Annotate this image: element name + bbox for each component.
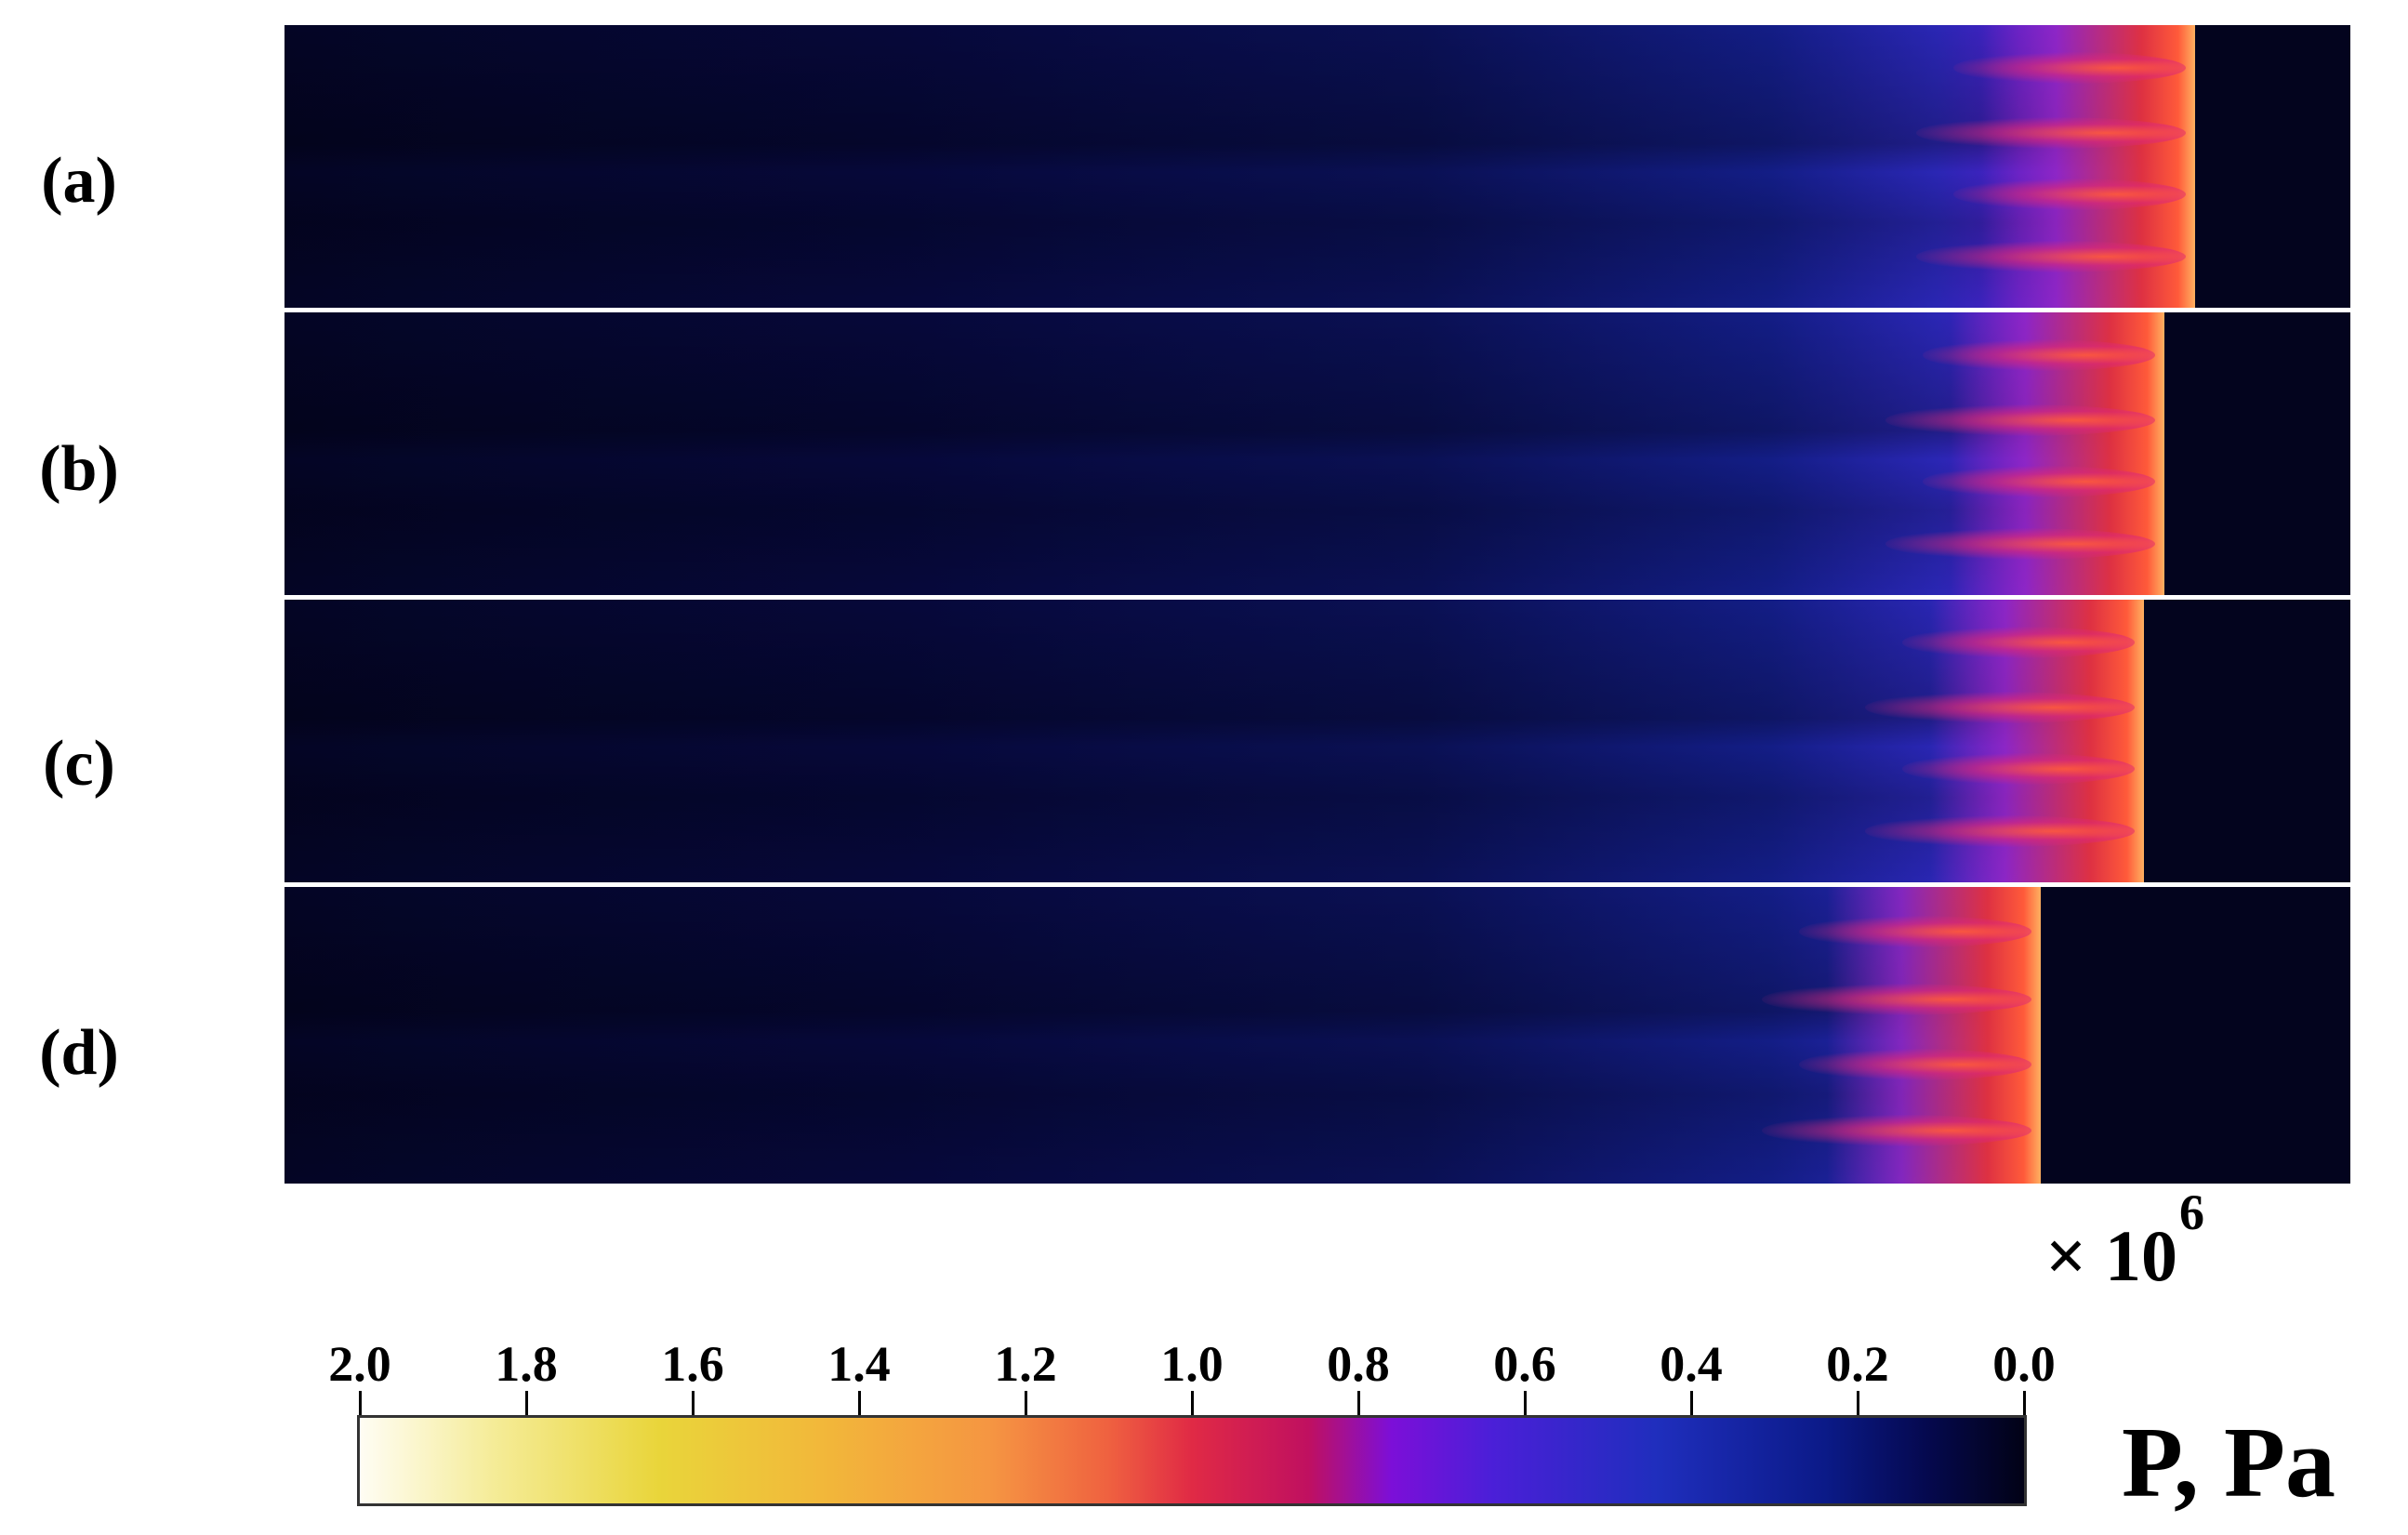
panel-b	[284, 312, 2350, 595]
panel-separator	[284, 882, 2350, 887]
colorbar-tick	[1689, 1391, 1693, 1415]
colorbar-tick-label: 1.8	[495, 1336, 558, 1392]
unburnt-region	[2041, 887, 2350, 1184]
cell-streak	[1885, 528, 2155, 560]
panel-d	[284, 887, 2350, 1184]
colorbar-tick	[1523, 1391, 1527, 1415]
panel-c	[284, 600, 2350, 882]
colorbar-tick	[691, 1391, 695, 1415]
panel-label-b: (b)	[39, 433, 119, 505]
cell-streak	[1923, 339, 2155, 371]
colorbar-tick	[1190, 1391, 1194, 1415]
colorbar-tick-label: 1.6	[661, 1336, 724, 1392]
colorbar-tick-label: 1.4	[827, 1336, 891, 1392]
colorbar-multiplier: × 106	[2045, 1187, 2204, 1292]
colorbar-tick-label: 0.2	[1826, 1336, 1889, 1392]
colorbar	[357, 1415, 2027, 1506]
cell-streak	[1923, 466, 2155, 497]
cell-streak	[1902, 627, 2135, 658]
colorbar-tick	[1024, 1391, 1027, 1415]
colorbar-tick	[524, 1391, 528, 1415]
cell-streak	[1885, 404, 2155, 436]
cell-streak	[1799, 1049, 2031, 1080]
unburnt-region	[2195, 25, 2350, 308]
unburnt-region	[2144, 600, 2350, 882]
cell-streak	[1953, 179, 2186, 210]
panel-label-a: (a)	[41, 145, 117, 217]
cell-streak	[1902, 753, 2135, 785]
cell-streak	[1953, 52, 2186, 84]
colorbar-tick-label: 2.0	[328, 1336, 391, 1392]
colorbar-tick	[1356, 1391, 1360, 1415]
panel-label-c: (c)	[43, 728, 115, 800]
cell-streak	[1916, 117, 2186, 149]
colorbar-tick-label: 0.0	[1992, 1336, 2056, 1392]
cell-streak	[1762, 984, 2031, 1015]
colorbar-tick	[1856, 1391, 1859, 1415]
panel-separator	[284, 308, 2350, 312]
colorbar-tick-label: 1.0	[1160, 1336, 1224, 1392]
colorbar-tick	[358, 1391, 362, 1415]
panel-label-d: (d)	[39, 1017, 119, 1089]
colorbar-tick-label: 0.8	[1327, 1336, 1390, 1392]
cell-streak	[1916, 241, 2186, 272]
multiplier-exponent: 6	[2178, 1184, 2204, 1240]
cell-streak	[1865, 692, 2135, 723]
pressure-field	[284, 25, 2350, 1184]
colorbar-tick-label: 1.2	[994, 1336, 1057, 1392]
colorbar-tick	[2022, 1391, 2026, 1415]
colorbar-tick	[857, 1391, 861, 1415]
cell-streak	[1799, 916, 2031, 947]
unburnt-region	[2164, 312, 2350, 595]
multiplier-base: × 10	[2045, 1215, 2177, 1296]
colorbar-tick-label: 0.6	[1493, 1336, 1556, 1392]
cell-streak	[1762, 1115, 2031, 1146]
panel-separator	[284, 595, 2350, 600]
colorbar-tick-label: 0.4	[1660, 1336, 1723, 1392]
cell-streak	[1865, 815, 2135, 847]
panel-a	[284, 25, 2350, 308]
colorbar-unit-label: P, Pa	[2122, 1408, 2336, 1518]
